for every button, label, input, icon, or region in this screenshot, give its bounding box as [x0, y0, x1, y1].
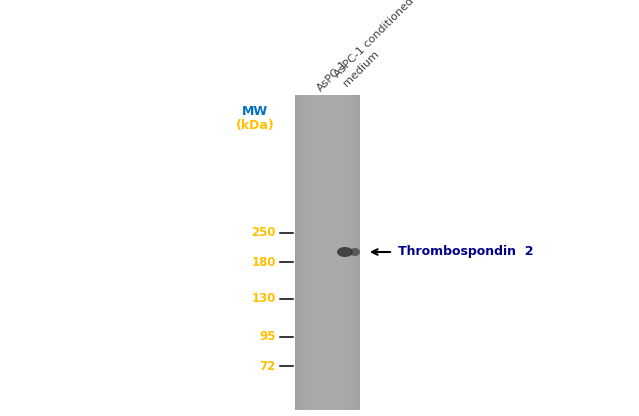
Bar — [312, 95, 313, 410]
Bar — [354, 95, 355, 410]
Bar — [342, 95, 343, 410]
Bar — [297, 95, 298, 410]
Text: 180: 180 — [252, 255, 276, 268]
Bar — [310, 95, 311, 410]
Bar — [350, 95, 351, 410]
Text: 95: 95 — [259, 330, 276, 344]
Text: 250: 250 — [252, 226, 276, 240]
Bar — [305, 95, 306, 410]
Bar — [357, 95, 358, 410]
Bar — [351, 95, 352, 410]
Bar — [300, 95, 301, 410]
Text: 130: 130 — [252, 292, 276, 305]
Bar — [346, 95, 347, 410]
Bar — [299, 95, 300, 410]
Bar — [349, 95, 350, 410]
Bar — [352, 95, 353, 410]
Bar — [306, 95, 307, 410]
Bar — [307, 95, 308, 410]
Bar — [353, 95, 354, 410]
Bar — [359, 95, 360, 410]
Bar — [301, 95, 302, 410]
Ellipse shape — [337, 247, 353, 257]
Text: MW: MW — [242, 105, 268, 118]
Bar — [309, 95, 310, 410]
Bar — [355, 95, 356, 410]
Bar — [298, 95, 299, 410]
Bar — [295, 95, 296, 410]
Bar — [304, 95, 305, 410]
Bar — [358, 95, 359, 410]
Text: 72: 72 — [259, 359, 276, 372]
Text: (kDa): (kDa) — [236, 119, 274, 132]
Bar — [303, 95, 304, 410]
Text: AsPC-1 conditioned
medium: AsPC-1 conditioned medium — [333, 0, 424, 88]
Bar — [344, 95, 345, 410]
Text: AsPC-1: AsPC-1 — [315, 58, 350, 93]
Ellipse shape — [350, 248, 360, 256]
Bar — [348, 95, 349, 410]
Bar — [341, 95, 342, 410]
Bar — [313, 95, 314, 410]
Text: Thrombospondin  2: Thrombospondin 2 — [398, 245, 534, 258]
Bar — [345, 95, 346, 410]
Bar — [295, 95, 360, 410]
Bar — [308, 95, 309, 410]
Bar — [347, 95, 348, 410]
Bar — [343, 95, 344, 410]
Bar — [356, 95, 357, 410]
Bar — [302, 95, 303, 410]
Bar — [311, 95, 312, 410]
Bar — [296, 95, 297, 410]
